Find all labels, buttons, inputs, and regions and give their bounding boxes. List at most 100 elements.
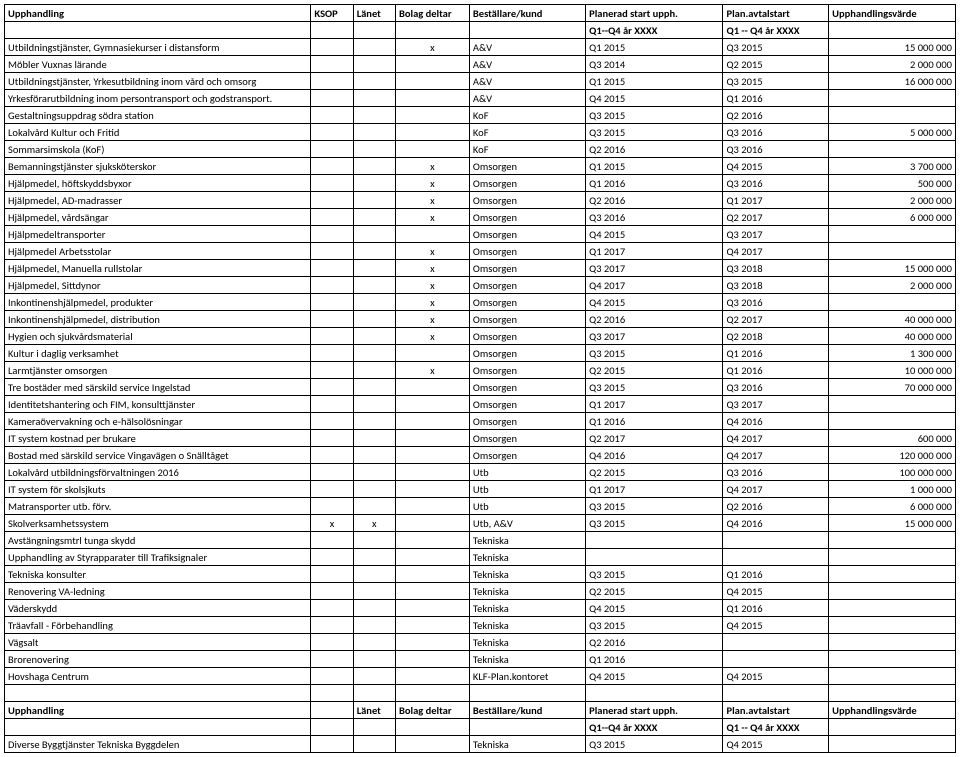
table-cell: [353, 566, 395, 583]
table-cell: [829, 583, 956, 600]
table-cell: Väderskydd: [5, 600, 311, 617]
table-cell: [586, 549, 723, 566]
table-row: Yrkesförarutbildning inom persontranspor…: [5, 90, 956, 107]
table-cell: IT system för skolsjkuts: [5, 481, 311, 498]
table-cell: Q3 2015: [586, 345, 723, 362]
table-cell: 500 000: [829, 175, 956, 192]
table-cell: 2 000 000: [829, 277, 956, 294]
table-cell: [353, 328, 395, 345]
table-cell: Omsorgen: [469, 294, 585, 311]
table-cell: Q3 2016: [723, 141, 829, 158]
table-cell: Q3 2015: [586, 515, 723, 532]
table-cell: Omsorgen: [469, 379, 585, 396]
table-cell: Tekniska konsulter: [5, 566, 311, 583]
table-row: Avstängningsmtrl tunga skyddTekniska: [5, 532, 956, 549]
table-cell: Omsorgen: [469, 447, 585, 464]
sub-empty: [829, 22, 956, 39]
table-cell: [353, 345, 395, 362]
table-row: Identitetshantering och FIM, konsulttjän…: [5, 396, 956, 413]
table-cell: Q1 2015: [586, 73, 723, 90]
table-cell: Q1 2016: [723, 362, 829, 379]
table-cell: [311, 481, 353, 498]
table-cell: Q4 2017: [723, 243, 829, 260]
table-cell: [311, 226, 353, 243]
table-cell: x: [395, 328, 469, 345]
table-cell: [311, 600, 353, 617]
table-cell: [395, 226, 469, 243]
table-cell: [311, 532, 353, 549]
table-cell: [723, 532, 829, 549]
table-cell: [353, 56, 395, 73]
table-cell: [311, 413, 353, 430]
table-cell: Q3 2014: [586, 56, 723, 73]
table-cell: Q3 2017: [723, 226, 829, 243]
table-cell: Q3 2016: [586, 209, 723, 226]
table-row: Hjälpmedel, vårdsängarxOmsorgenQ3 2016Q2…: [5, 209, 956, 226]
table-row: Matransporter utb. förv.UtbQ3 2015Q2 201…: [5, 498, 956, 515]
table-cell: [311, 243, 353, 260]
table-cell: Q3 2017: [586, 328, 723, 345]
table-row: Träavfall - FörbehandlingTekniskaQ3 2015…: [5, 617, 956, 634]
table-body-2: Diverse Byggtjänster Tekniska ByggdelenT…: [5, 736, 956, 753]
table-cell: Q1 2017: [586, 481, 723, 498]
table-cell: Omsorgen: [469, 328, 585, 345]
table-cell: [311, 583, 353, 600]
table-cell: [311, 651, 353, 668]
table-cell: [353, 651, 395, 668]
table-cell: Q2 2016: [586, 192, 723, 209]
table-cell: Q3 2018: [723, 260, 829, 277]
table-cell: [311, 175, 353, 192]
table-row: Hjälpmedel, Manuella rullstolarxOmsorgen…: [5, 260, 956, 277]
table-cell: [353, 413, 395, 430]
table-cell: Utb: [469, 498, 585, 515]
table-cell: [395, 566, 469, 583]
table-cell: [311, 362, 353, 379]
col-ksop: KSOP: [311, 5, 353, 22]
sub-planstart: Q1--Q4 år XXXX: [586, 22, 723, 39]
table-row: HjälpmedeltransporterOmsorgenQ4 2015Q3 2…: [5, 226, 956, 243]
table-cell: Q1 2016: [586, 651, 723, 668]
table-cell: [829, 294, 956, 311]
table-cell: [395, 396, 469, 413]
table-cell: A&V: [469, 90, 585, 107]
table-cell: 6 000 000: [829, 498, 956, 515]
table-cell: Hjälpmedel, Sittdynor: [5, 277, 311, 294]
table-cell: Hovshaga Centrum: [5, 668, 311, 685]
table-cell: Matransporter utb. förv.: [5, 498, 311, 515]
table-cell: A&V: [469, 73, 585, 90]
table-cell: Q3 2018: [723, 277, 829, 294]
table-row: Tekniska konsulterTekniskaQ3 2015Q1 2016: [5, 566, 956, 583]
table-cell: [829, 396, 956, 413]
table-cell: [311, 311, 353, 328]
table-cell: KoF: [469, 141, 585, 158]
table-cell: Omsorgen: [469, 413, 585, 430]
table-cell: x: [395, 158, 469, 175]
table-cell: Tekniska: [469, 600, 585, 617]
table-cell: Q3 2017: [723, 396, 829, 413]
table-cell: Kameraövervakning och e-hälsolösningar: [5, 413, 311, 430]
table-cell: Omsorgen: [469, 243, 585, 260]
table-cell: Q1 2017: [586, 243, 723, 260]
table-cell: [311, 345, 353, 362]
table-cell: Q4 2016: [586, 447, 723, 464]
table-cell: [395, 345, 469, 362]
sub2-empty: [311, 719, 353, 736]
table-cell: Utb: [469, 481, 585, 498]
table-cell: Omsorgen: [469, 192, 585, 209]
table-cell: Q1 2015: [586, 39, 723, 56]
table-cell: Inkontinenshjälpmedel, distribution: [5, 311, 311, 328]
table-cell: Bostad med särskild service Vingavägen o…: [5, 447, 311, 464]
table-cell: [311, 124, 353, 141]
table-cell: Q3 2015: [586, 736, 723, 753]
table-cell: Q3 2015: [586, 124, 723, 141]
table-cell: [395, 532, 469, 549]
table-cell: [311, 464, 353, 481]
table-cell: Hjälpmedel, höftskyddsbyxor: [5, 175, 311, 192]
table-cell: A&V: [469, 39, 585, 56]
table-cell: [353, 430, 395, 447]
table-row: BrorenoveringTekniskaQ1 2016: [5, 651, 956, 668]
table-cell: [353, 39, 395, 56]
table-cell: [311, 260, 353, 277]
sub2-empty: [5, 719, 311, 736]
table-cell: Tekniska: [469, 566, 585, 583]
